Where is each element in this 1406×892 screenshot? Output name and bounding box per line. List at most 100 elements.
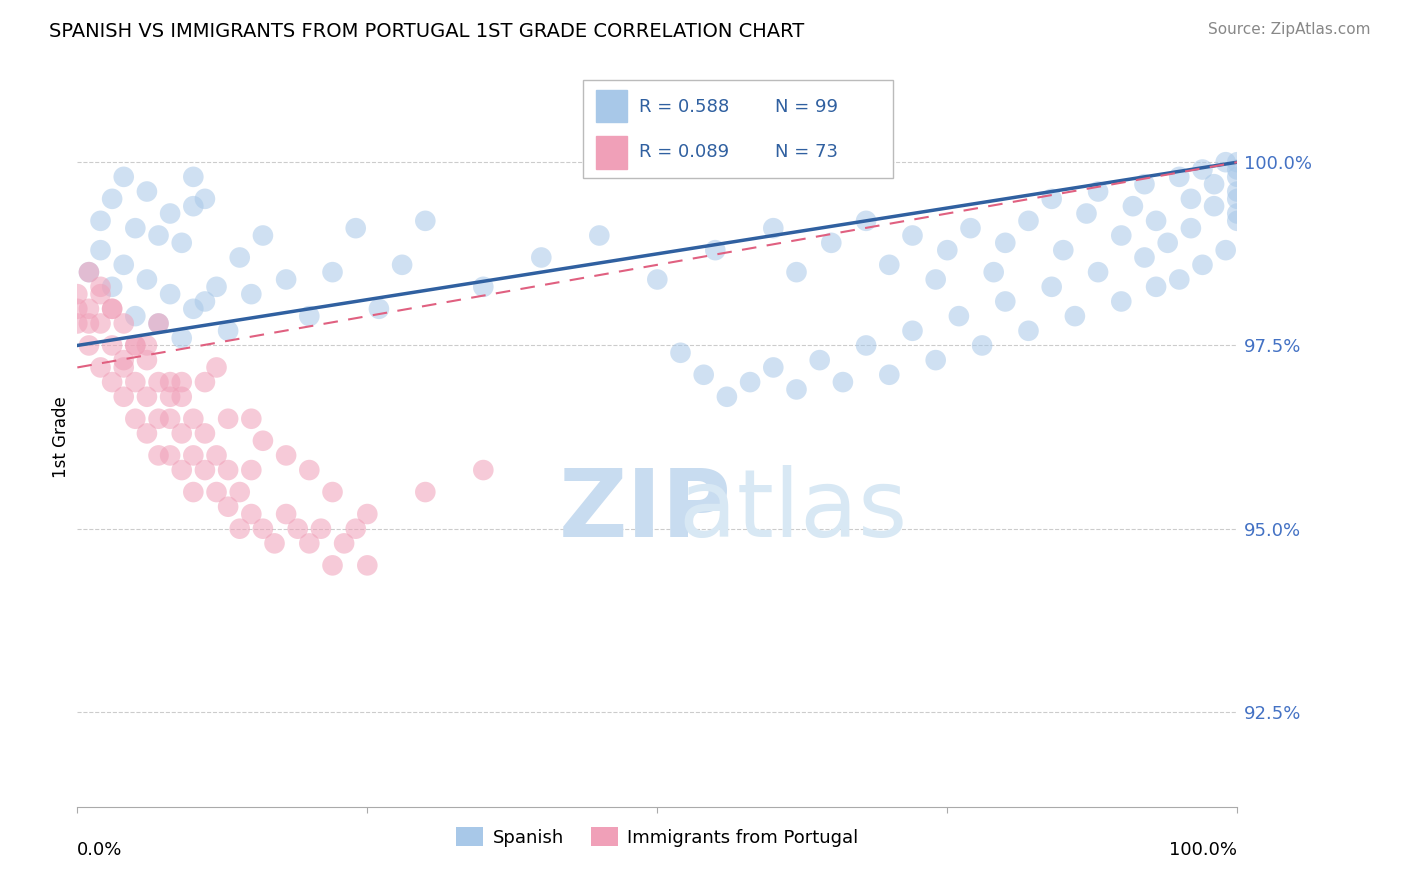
Point — [1226, 192, 1249, 206]
Point — [877, 258, 901, 272]
Point — [101, 375, 124, 389]
Point — [298, 463, 321, 477]
Point — [194, 426, 217, 441]
Point — [1191, 162, 1213, 177]
Point — [356, 558, 378, 573]
Point — [1087, 185, 1109, 199]
Point — [972, 338, 994, 352]
Text: N = 73: N = 73 — [775, 143, 838, 161]
Point — [983, 265, 1005, 279]
Point — [66, 287, 89, 301]
Point — [762, 360, 785, 375]
Point — [321, 265, 344, 279]
Point — [901, 228, 924, 243]
Point — [808, 353, 831, 368]
Y-axis label: 1st Grade: 1st Grade — [52, 396, 70, 478]
Point — [1122, 199, 1144, 213]
Point — [90, 360, 111, 375]
Bar — [596, 136, 627, 169]
Point — [1226, 185, 1249, 199]
Point — [1215, 155, 1237, 169]
Point — [321, 485, 344, 500]
Point — [669, 345, 692, 359]
Point — [194, 375, 217, 389]
Point — [90, 214, 111, 228]
Point — [194, 463, 217, 477]
Point — [112, 258, 135, 272]
Point — [1215, 243, 1237, 257]
Point — [148, 375, 170, 389]
Point — [1202, 177, 1225, 191]
Point — [530, 251, 553, 265]
Point — [1040, 280, 1063, 294]
Point — [217, 411, 239, 425]
Point — [170, 463, 193, 477]
Point — [877, 368, 901, 382]
Point — [820, 235, 842, 250]
Text: 100.0%: 100.0% — [1170, 840, 1237, 859]
Point — [205, 485, 228, 500]
Point — [90, 280, 111, 294]
Point — [217, 324, 239, 338]
Point — [159, 375, 181, 389]
Point — [1156, 235, 1178, 250]
Point — [136, 426, 159, 441]
Point — [240, 507, 263, 521]
Point — [112, 390, 135, 404]
Point — [90, 243, 111, 257]
Point — [413, 485, 436, 500]
Point — [321, 558, 344, 573]
Point — [1168, 272, 1191, 286]
Point — [1226, 206, 1249, 220]
Point — [159, 411, 181, 425]
Point — [90, 317, 111, 331]
Point — [124, 375, 146, 389]
Bar — [596, 90, 627, 122]
Point — [1226, 162, 1249, 177]
Point — [240, 287, 263, 301]
Point — [391, 258, 413, 272]
Point — [1052, 243, 1074, 257]
Point — [136, 185, 159, 199]
Point — [77, 265, 100, 279]
Point — [413, 214, 436, 228]
Point — [1040, 192, 1063, 206]
Point — [263, 536, 285, 550]
Point — [228, 485, 252, 500]
Point — [344, 522, 367, 536]
Point — [472, 463, 495, 477]
Point — [1168, 169, 1191, 184]
Point — [925, 353, 948, 368]
Point — [298, 309, 321, 323]
Point — [1180, 192, 1202, 206]
Point — [101, 301, 124, 316]
Point — [112, 169, 135, 184]
Point — [276, 272, 298, 286]
Point — [77, 265, 100, 279]
Point — [276, 449, 298, 463]
Point — [356, 507, 378, 521]
Point — [228, 522, 252, 536]
Point — [309, 522, 332, 536]
Point — [159, 390, 181, 404]
Point — [205, 360, 228, 375]
Point — [170, 390, 193, 404]
Point — [183, 485, 205, 500]
Point — [194, 192, 217, 206]
Point — [183, 301, 205, 316]
Text: Source: ZipAtlas.com: Source: ZipAtlas.com — [1208, 22, 1371, 37]
Point — [1144, 280, 1167, 294]
Point — [1076, 206, 1098, 220]
Point — [1111, 228, 1133, 243]
Point — [252, 228, 274, 243]
Point — [740, 375, 762, 389]
Point — [855, 214, 877, 228]
Point — [252, 434, 274, 448]
Point — [1018, 324, 1040, 338]
Text: SPANISH VS IMMIGRANTS FROM PORTUGAL 1ST GRADE CORRELATION CHART: SPANISH VS IMMIGRANTS FROM PORTUGAL 1ST … — [49, 22, 804, 41]
Point — [101, 301, 124, 316]
Point — [217, 463, 239, 477]
Point — [101, 338, 124, 352]
Point — [205, 280, 228, 294]
Point — [1144, 214, 1167, 228]
